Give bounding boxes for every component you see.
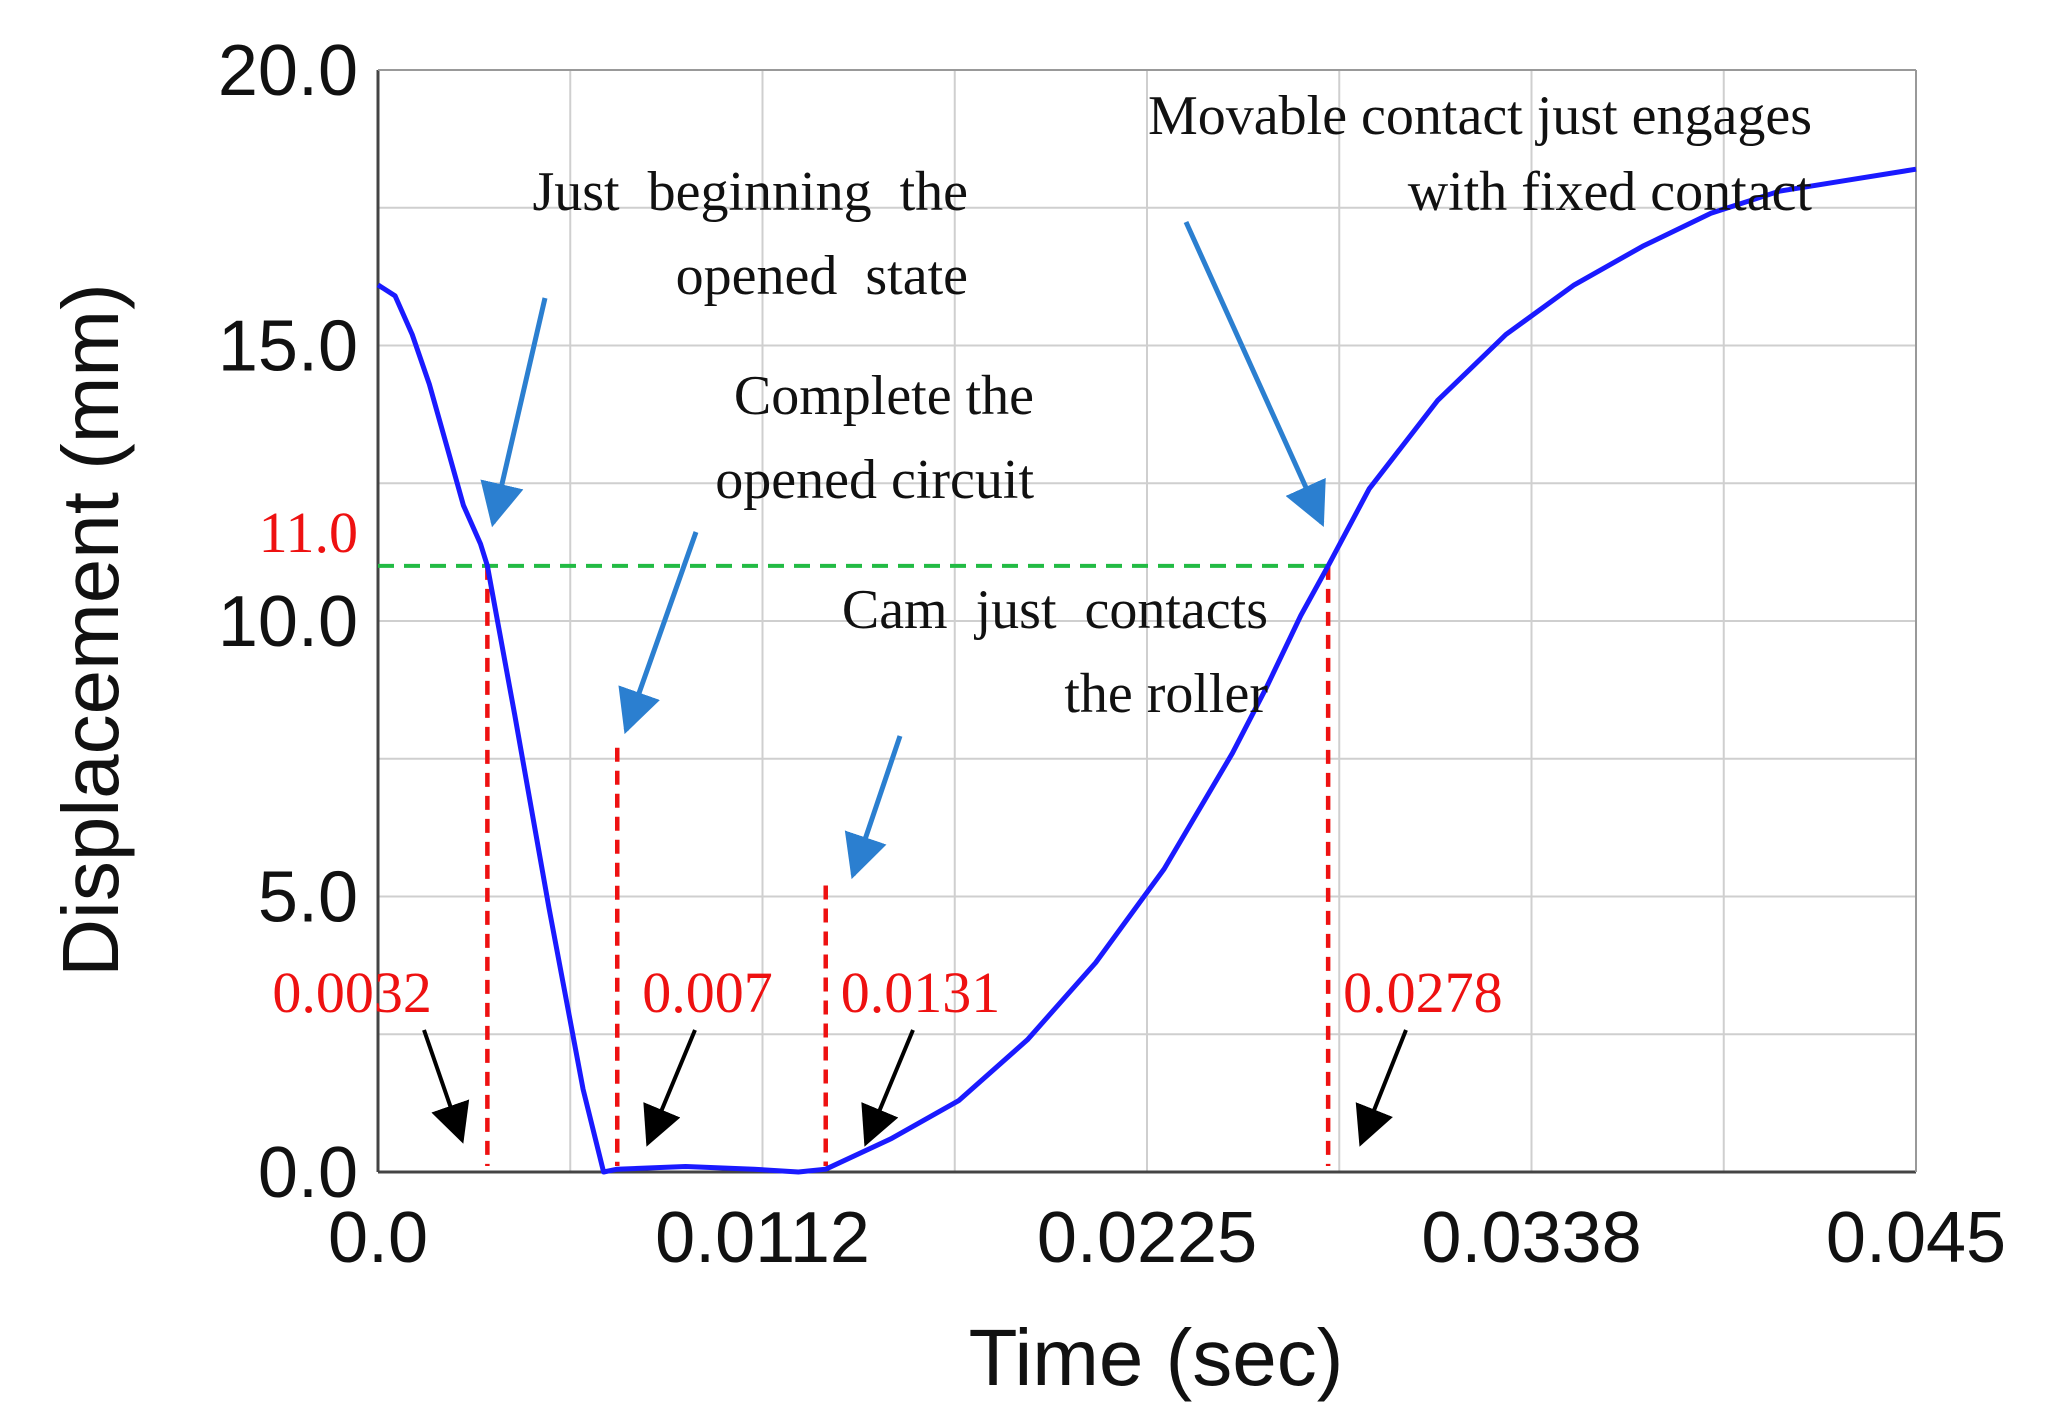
annotation-text: Cam just contacts xyxy=(842,579,1268,641)
reference-line-layer: 11.0 xyxy=(259,500,1329,568)
annotation-labels-layer: Just beginning the opened state Complete t… xyxy=(532,85,1812,725)
annotation-text: the roller xyxy=(1064,663,1268,725)
pointer-arrow xyxy=(1355,1029,1408,1147)
plot-frame xyxy=(376,69,1917,1174)
annotation-arrows-layer xyxy=(422,220,1408,1147)
x-tick-label: 0.0338 xyxy=(1421,1198,1641,1278)
marker-label-0.0131: 0.0131 xyxy=(841,960,1001,1025)
annotation-text: opened state xyxy=(676,245,968,307)
annotation-text: Complete the xyxy=(734,365,1034,427)
annotation-text: Just beginning the xyxy=(532,161,968,223)
y-tick-label: 0.0 xyxy=(258,1133,358,1213)
marker-lines-layer: 0.0032 0.007 0.0131 0.0278 xyxy=(272,565,1503,1166)
y-tick-labels: 0.0 5.0 10.0 15.0 20.0 xyxy=(218,31,358,1213)
marker-label-0.0032: 0.0032 xyxy=(272,960,432,1025)
reference-line-label: 11.0 xyxy=(259,500,358,565)
marker-label-0.007: 0.007 xyxy=(642,960,773,1025)
y-tick-label: 10.0 xyxy=(218,582,358,662)
callout-arrow xyxy=(844,735,903,880)
callout-arrow xyxy=(618,531,699,735)
pointer-arrow xyxy=(861,1029,915,1147)
annotation-text: with fixed contact xyxy=(1408,161,1813,223)
x-tick-label: 0.045 xyxy=(1826,1198,2006,1278)
x-tick-label: 0.0112 xyxy=(655,1198,870,1278)
callout-arrow xyxy=(480,297,548,528)
y-tick-label: 20.0 xyxy=(218,31,358,111)
y-axis-title: Displacement (mm) xyxy=(46,283,135,976)
pointer-arrow xyxy=(643,1029,697,1147)
x-axis-title: Time (sec) xyxy=(969,1313,1344,1402)
annotation-text: opened circuit xyxy=(715,449,1034,511)
callout-arrow xyxy=(1183,220,1326,528)
x-tick-label: 0.0 xyxy=(328,1198,428,1278)
annotation-text: Movable contact just engages xyxy=(1148,85,1812,147)
y-tick-label: 15.0 xyxy=(218,307,358,387)
marker-label-0.0278: 0.0278 xyxy=(1343,960,1503,1025)
x-tick-labels: 0.0 0.0112 0.0225 0.0338 0.045 xyxy=(328,1198,2006,1278)
x-tick-label: 0.0225 xyxy=(1037,1198,1257,1278)
y-tick-label: 5.0 xyxy=(258,858,358,938)
pointer-arrow xyxy=(422,1029,470,1144)
